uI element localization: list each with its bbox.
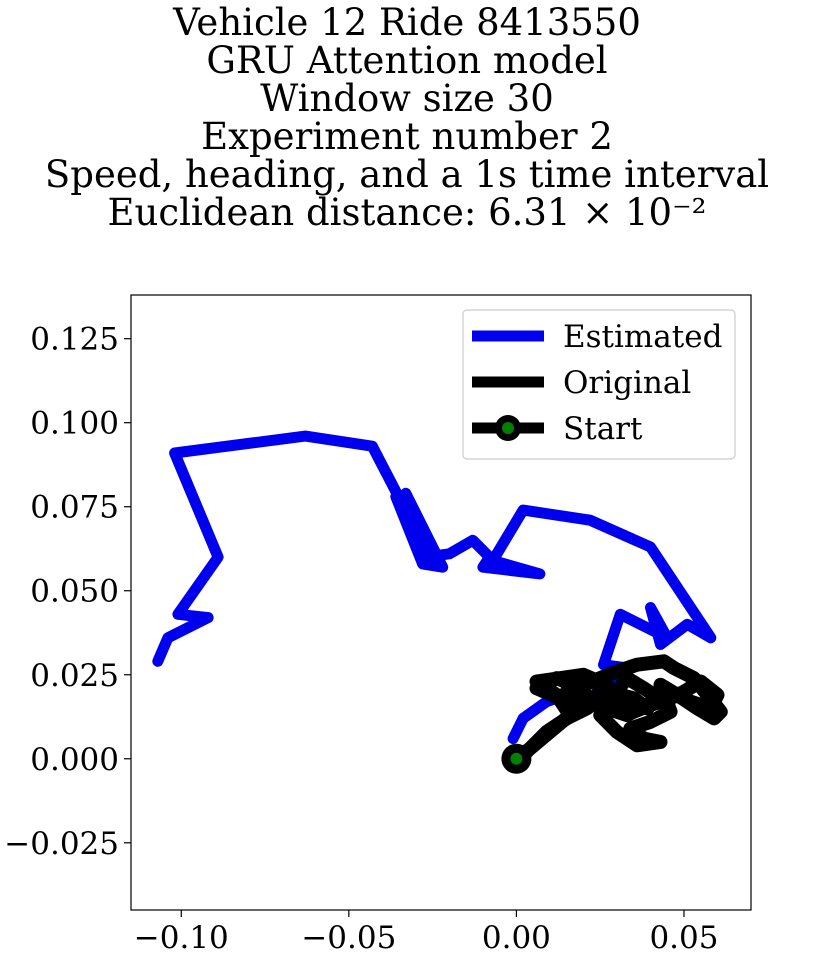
legend: Estimated Original Start [462, 309, 736, 460]
legend-label-original: Original [563, 365, 691, 401]
legend-start-marker-inner [502, 422, 514, 434]
series-layer [152, 430, 728, 774]
x-tick-label: −0.10 [134, 920, 229, 956]
title-line-6: Euclidean distance: 6.31 × 10⁻² [107, 191, 707, 234]
legend-box [462, 309, 736, 460]
title-line-3: Window size 30 [260, 77, 554, 120]
y-tick-label: 0.000 [30, 742, 119, 778]
x-tick-label: 0.00 [482, 920, 551, 956]
title-line-1: Vehicle 12 Ride 8413550 [173, 1, 641, 44]
plot-frame [130, 294, 752, 911]
y-tick-label: 0.050 [30, 574, 119, 610]
y-tick-label: 0.125 [30, 322, 119, 358]
x-axis: −0.10 −0.05 0.00 0.05 [134, 910, 718, 956]
y-axis: −0.025 0.000 0.025 0.050 0.075 0.100 0.125 [4, 322, 131, 862]
title-line-2: GRU Attention model [206, 39, 608, 82]
x-tick-label: −0.05 [301, 920, 396, 956]
x-tick-label: 0.05 [649, 920, 718, 956]
series-line-original [509, 654, 728, 766]
y-tick-label: −0.025 [4, 826, 119, 862]
y-tick-label: 0.025 [30, 658, 119, 694]
start-marker-inner [510, 752, 523, 765]
title-line-5: Speed, heading, and a 1s time interval [44, 153, 770, 196]
legend-label-start: Start [563, 411, 643, 447]
legend-label-estimated: Estimated [563, 319, 722, 355]
title-line-4: Experiment number 2 [201, 115, 613, 158]
y-tick-label: 0.075 [30, 490, 119, 526]
chart-title: Vehicle 12 Ride 8413550 GRU Attention mo… [0, 4, 814, 232]
y-tick-label: 0.100 [30, 406, 119, 442]
